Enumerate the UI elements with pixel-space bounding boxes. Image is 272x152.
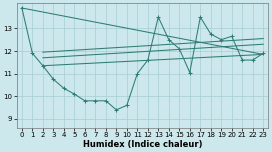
X-axis label: Humidex (Indice chaleur): Humidex (Indice chaleur) bbox=[83, 140, 202, 149]
